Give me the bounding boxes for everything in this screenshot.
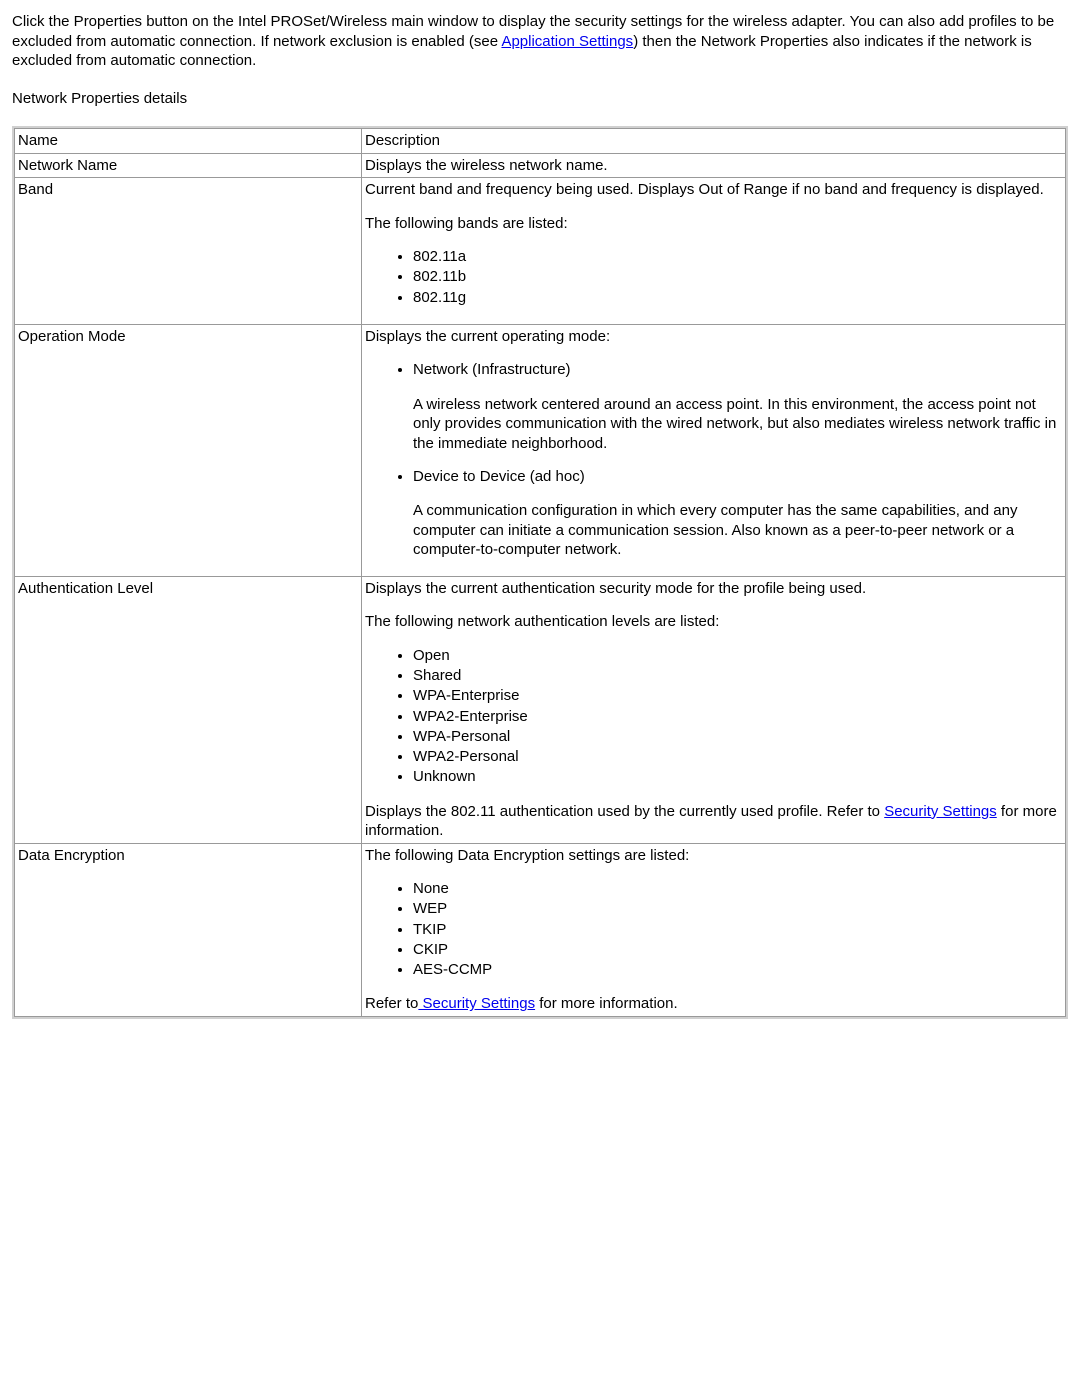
enc-footer-suffix: for more information. xyxy=(535,995,678,1012)
list-item: TKIP xyxy=(413,920,1062,940)
auth-list: Open Shared WPA-Enterprise WPA2-Enterpri… xyxy=(365,646,1062,788)
band-line2: The following bands are listed: xyxy=(365,214,1062,234)
opmode-adhoc-title: Device to Device (ad hoc) xyxy=(413,468,585,485)
enc-footer: Refer to Security Settings for more info… xyxy=(365,994,1062,1014)
list-item: Open xyxy=(413,646,1062,666)
table-row: Network Name Displays the wireless netwo… xyxy=(15,153,1066,178)
security-settings-link[interactable]: Security Settings xyxy=(884,803,997,820)
row-desc: Displays the current authentication secu… xyxy=(362,576,1066,843)
list-item: 802.11a xyxy=(413,247,1062,267)
list-item: WPA2-Enterprise xyxy=(413,707,1062,727)
auth-line1: Displays the current authentication secu… xyxy=(365,580,866,597)
opmode-infra-desc: A wireless network centered around an ac… xyxy=(413,395,1062,454)
auth-footer: Displays the 802.11 authentication used … xyxy=(365,802,1062,841)
list-item: Shared xyxy=(413,666,1062,686)
list-item: WPA-Enterprise xyxy=(413,686,1062,706)
list-item: WEP xyxy=(413,899,1062,919)
row-name: Network Name xyxy=(15,153,362,178)
row-name: Authentication Level xyxy=(15,576,362,843)
opmode-infra-title: Network (Infrastructure) xyxy=(413,361,571,378)
opmode-line1: Displays the current operating mode: xyxy=(365,328,610,345)
row-name: Operation Mode xyxy=(15,324,362,576)
enc-footer-prefix: Refer to xyxy=(365,995,418,1012)
enc-list: None WEP TKIP CKIP AES-CCMP xyxy=(365,879,1062,980)
row-desc: The following Data Encryption settings a… xyxy=(362,843,1066,1016)
list-item: Network (Infrastructure) A wireless netw… xyxy=(413,360,1062,453)
row-desc: Displays the current operating mode: Net… xyxy=(362,324,1066,576)
list-item: WPA2-Personal xyxy=(413,747,1062,767)
opmode-list: Network (Infrastructure) A wireless netw… xyxy=(365,360,1062,560)
list-item: WPA-Personal xyxy=(413,727,1062,747)
row-desc: Current band and frequency being used. D… xyxy=(362,178,1066,325)
list-item: None xyxy=(413,879,1062,899)
table-header-row: Name Description xyxy=(15,129,1066,154)
auth-line2: The following network authentication lev… xyxy=(365,612,1062,632)
band-list: 802.11a 802.11b 802.11g xyxy=(365,247,1062,308)
band-line1: Current band and frequency being used. D… xyxy=(365,181,1044,198)
list-item: Device to Device (ad hoc) A communicatio… xyxy=(413,467,1062,560)
row-name: Data Encryption xyxy=(15,843,362,1016)
properties-table: Name Description Network Name Displays t… xyxy=(14,128,1066,1017)
application-settings-link[interactable]: Application Settings xyxy=(501,33,633,50)
list-item: Unknown xyxy=(413,767,1062,787)
table-row: Operation Mode Displays the current oper… xyxy=(15,324,1066,576)
list-item: 802.11b xyxy=(413,267,1062,287)
auth-footer-prefix: Displays the 802.11 authentication used … xyxy=(365,803,884,820)
header-name: Name xyxy=(15,129,362,154)
section-title: Network Properties details xyxy=(12,89,1068,109)
table-row: Data Encryption The following Data Encry… xyxy=(15,843,1066,1016)
intro-paragraph: Click the Properties button on the Intel… xyxy=(12,12,1068,71)
opmode-adhoc-desc: A communication configuration in which e… xyxy=(413,501,1062,560)
list-item: AES-CCMP xyxy=(413,960,1062,980)
enc-line1: The following Data Encryption settings a… xyxy=(365,847,689,864)
row-desc: Displays the wireless network name. xyxy=(362,153,1066,178)
list-item: CKIP xyxy=(413,940,1062,960)
header-description: Description xyxy=(362,129,1066,154)
table-row: Band Current band and frequency being us… xyxy=(15,178,1066,325)
table-row: Authentication Level Displays the curren… xyxy=(15,576,1066,843)
security-settings-link[interactable]: Security Settings xyxy=(418,995,535,1012)
properties-table-outer: Name Description Network Name Displays t… xyxy=(12,126,1068,1019)
list-item: 802.11g xyxy=(413,288,1062,308)
row-name: Band xyxy=(15,178,362,325)
